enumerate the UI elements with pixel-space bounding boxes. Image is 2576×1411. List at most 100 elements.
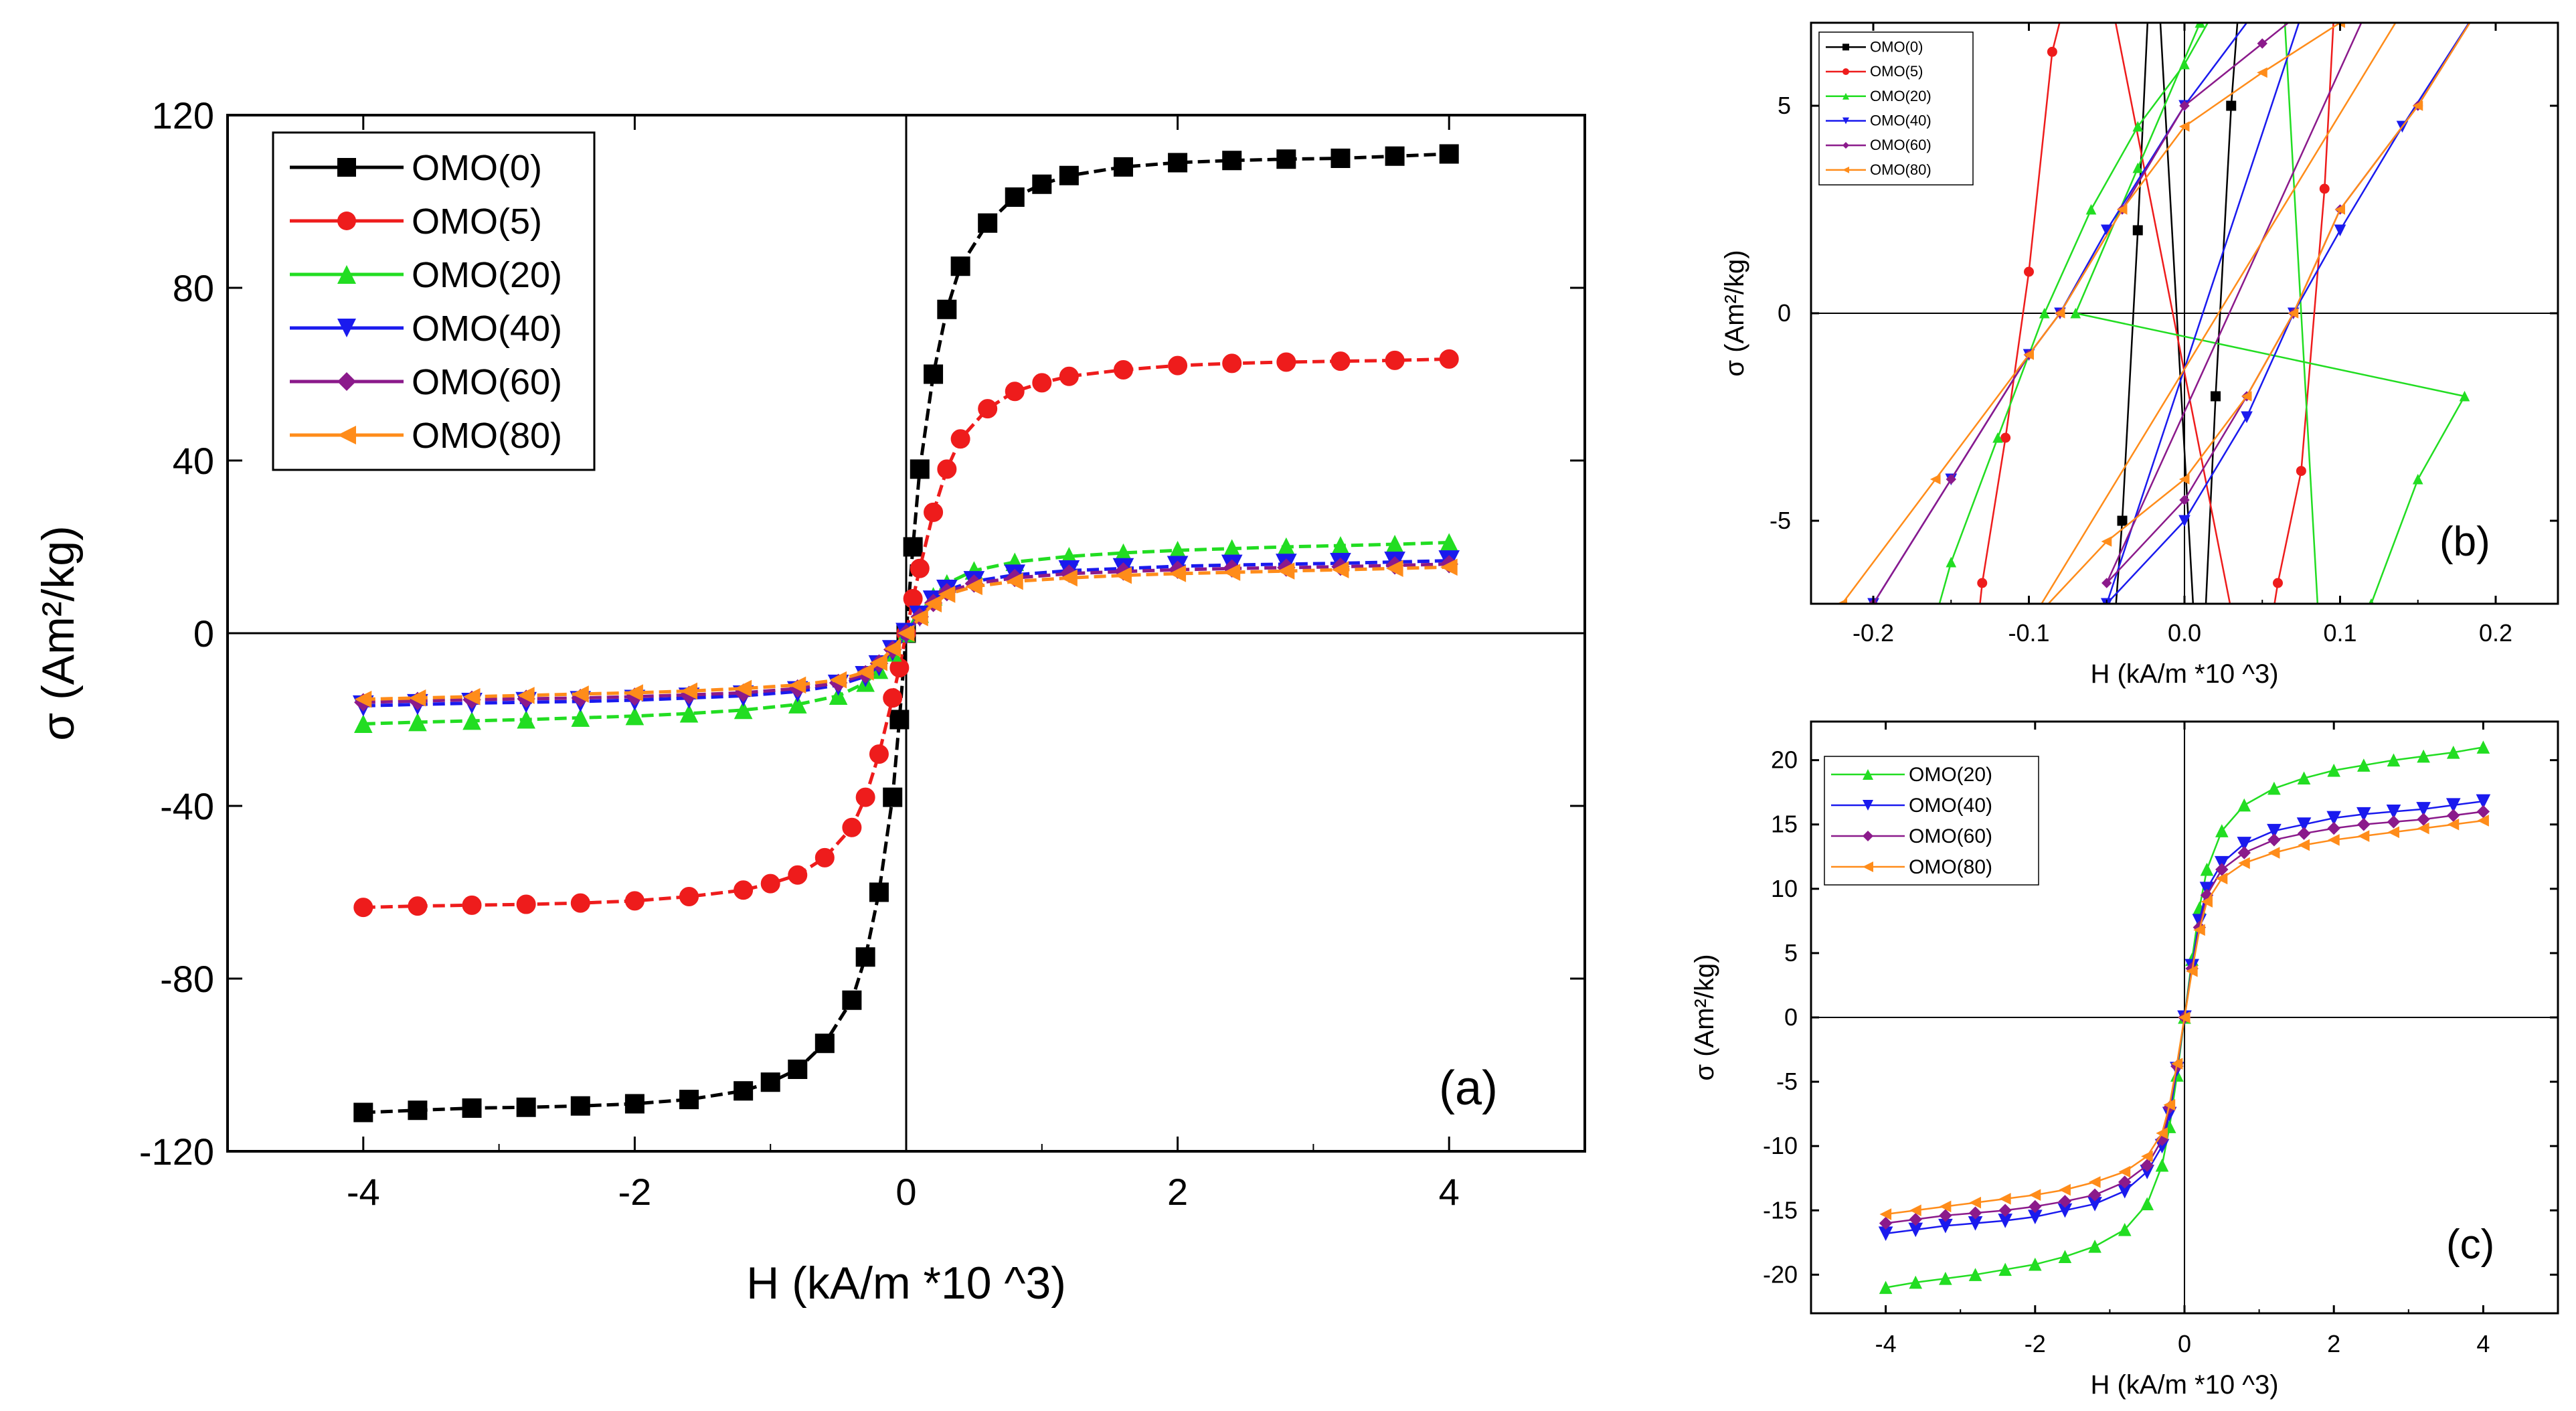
data-point <box>2116 204 2128 215</box>
data-point <box>2117 515 2128 526</box>
data-point <box>2416 802 2431 817</box>
data-point <box>2320 724 2329 733</box>
data-point <box>2058 1195 2072 1208</box>
data-point <box>2387 815 2401 829</box>
data-point <box>2140 1197 2154 1211</box>
y-axis-label: σ (Am²/kg) <box>1720 250 1749 376</box>
data-point <box>2387 826 2399 839</box>
data-point <box>2417 822 2429 835</box>
data-point <box>2059 1183 2071 1196</box>
series-OMO(80) <box>1836 23 2471 604</box>
data-point <box>2288 308 2299 319</box>
data-point <box>679 887 699 906</box>
legend-label: OMO(80) <box>1870 161 1931 178</box>
data-point <box>2088 1239 2101 1253</box>
data-point <box>2193 924 2205 936</box>
series-line <box>363 541 1450 726</box>
x-tick-label: 0.1 <box>2323 619 2356 647</box>
data-point <box>1977 578 1988 588</box>
series-OMO(0) <box>2115 23 2239 604</box>
legend-label: OMO(80) <box>412 416 562 456</box>
data-point <box>2088 1188 2101 1201</box>
x-tick-label: 0 <box>2178 1330 2191 1357</box>
data-point <box>760 874 780 894</box>
data-point <box>571 708 590 727</box>
data-point <box>1385 350 1405 370</box>
data-point <box>353 1102 373 1123</box>
chart-panel-1: -0.2 -0.1 0.0 0.1 0.2 -5 0 5 H (kA/m *10 ^3) σ (A… <box>1720 21 2559 734</box>
data-point <box>788 865 808 885</box>
data-point <box>978 399 998 419</box>
x-tick-label: 4 <box>1439 1171 1460 1213</box>
data-point <box>911 608 928 627</box>
data-point <box>734 880 754 900</box>
legend: OMO(0) OMO(5) OMO(20) OMO(40) OMO(60) OMO(80) <box>1818 31 1974 185</box>
series-OMO(5) <box>1977 23 2334 733</box>
data-point <box>2118 1175 2132 1189</box>
data-point <box>1879 1216 1893 1230</box>
data-point <box>897 625 915 642</box>
x-tick-label: 0.2 <box>2479 619 2512 647</box>
data-point <box>679 1090 699 1110</box>
data-point <box>2088 1176 2101 1188</box>
data-point <box>2201 896 2213 908</box>
data-point <box>1939 1271 1952 1285</box>
data-point <box>1277 562 1295 580</box>
series-OMO(20) <box>353 533 1459 733</box>
legend-label: OMO(20) <box>1909 764 1992 786</box>
data-point <box>462 895 482 915</box>
data-point <box>2296 817 2312 832</box>
data-point <box>2296 466 2306 477</box>
data-point <box>2412 473 2423 485</box>
panel-label: (b) <box>2439 519 2490 565</box>
data-point <box>2459 390 2470 402</box>
legend-marker <box>1842 92 1849 100</box>
y-tick-label: 5 <box>1778 92 1791 119</box>
data-point <box>2023 349 2034 360</box>
data-point <box>2334 204 2345 215</box>
x-tick-label: 2 <box>2327 1330 2340 1357</box>
data-point <box>1790 723 1801 734</box>
data-point <box>870 654 887 671</box>
data-point <box>2170 1058 2183 1070</box>
y-tick-label: -40 <box>160 785 214 827</box>
legend-marker <box>1863 800 1873 811</box>
legend-marker <box>337 158 356 177</box>
data-point <box>978 213 998 233</box>
data-point <box>1439 349 1459 369</box>
data-point <box>516 1097 536 1117</box>
data-point <box>2118 1165 2131 1178</box>
data-point <box>1005 187 1025 208</box>
data-point <box>2186 965 2198 977</box>
data-point <box>2368 598 2375 604</box>
data-point <box>354 690 372 708</box>
data-point <box>2058 1250 2072 1263</box>
data-point <box>1929 474 1941 485</box>
data-point <box>842 817 862 837</box>
legend-label: OMO(60) <box>412 362 562 402</box>
data-point <box>2267 823 2282 839</box>
data-point <box>869 744 889 764</box>
data-point <box>1909 1275 1923 1289</box>
data-point <box>1059 165 1079 185</box>
data-point <box>1222 151 1242 171</box>
data-point <box>1385 560 1403 578</box>
data-point <box>1968 1206 1982 1220</box>
y-tick-label: 40 <box>173 440 214 482</box>
y-tick-label: -120 <box>139 1131 214 1173</box>
data-point <box>829 686 848 706</box>
data-point <box>408 896 428 916</box>
data-point <box>829 671 847 689</box>
data-point <box>1113 157 1133 177</box>
plot-area <box>1790 23 2471 734</box>
data-point <box>517 687 535 704</box>
data-point <box>1113 360 1133 380</box>
data-point <box>1879 1280 1893 1295</box>
data-point <box>903 537 923 557</box>
data-point <box>2250 724 2259 733</box>
plot-area <box>1878 740 2491 1295</box>
data-point <box>1879 1208 1892 1220</box>
y-tick-label: 120 <box>152 94 214 137</box>
y-tick-label: -5 <box>1776 1068 1798 1095</box>
data-point <box>1968 1268 1982 1281</box>
